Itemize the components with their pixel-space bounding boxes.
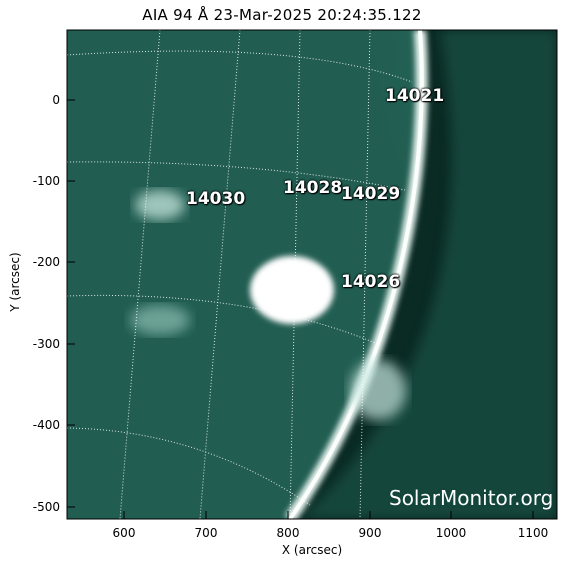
solar-limb-core (288, 30, 424, 519)
active-region-label: 14030 (186, 189, 246, 209)
tick-marks (67, 99, 534, 519)
heliographic-grid (67, 30, 413, 519)
x-tick-label: 600 (112, 526, 136, 540)
active-region-label: 14028 (283, 178, 343, 198)
x-tick-label: 700 (194, 526, 218, 540)
y-tick-label: -200 (32, 255, 60, 269)
solar-disk (67, 30, 422, 519)
active-region-label: 14021 (385, 86, 445, 106)
y-tick-label: -300 (32, 337, 60, 351)
loop-region-sw (130, 305, 190, 335)
plot-frame (66, 29, 558, 520)
active-region-label: 14026 (341, 272, 401, 292)
loop-region-west (135, 190, 185, 220)
x-axis-label: X (arcsec) (281, 543, 343, 557)
corona-glow (300, 30, 557, 519)
x-tick-label: 1000 (435, 526, 467, 540)
bright-loop-region (250, 256, 334, 324)
y-axis-label: Y (arcsec) (8, 252, 22, 312)
active-region-label: 14029 (341, 184, 401, 204)
loop-region-limb (350, 360, 406, 420)
y-tick-label: 0 (52, 93, 60, 107)
y-tick-label: -100 (32, 174, 60, 188)
watermark: SolarMonitor.org (389, 486, 554, 510)
x-tick-label: 900 (358, 526, 382, 540)
y-tick-label: -400 (32, 418, 60, 432)
x-tick-label: 1100 (517, 526, 549, 540)
y-tick-label: -500 (32, 500, 60, 514)
page-title: AIA 94 Å 23-Mar-2025 20:24:35.122 (142, 6, 422, 24)
x-tick-label: 800 (276, 526, 300, 540)
